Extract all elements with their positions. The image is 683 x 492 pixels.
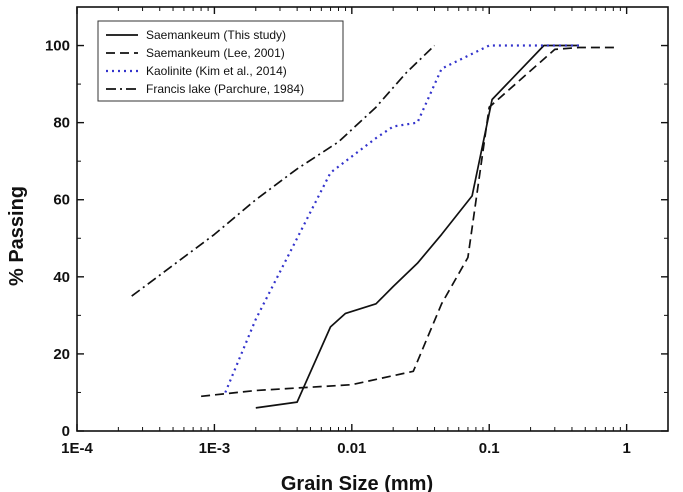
y-tick-label: 60 — [53, 192, 70, 209]
x-tick-label: 0.1 — [479, 440, 500, 457]
legend-label-2: Saemankeum (Lee, 2001) — [146, 46, 285, 60]
plot-lines — [131, 44, 617, 409]
plot-frame — [76, 6, 669, 432]
legend-label-1: Saemankeum (This study) — [146, 28, 286, 42]
axes: 0 20 40 60 80 100 1E-4 1E-3 0.01 0.1 1 — [45, 6, 669, 457]
legend-label-3: Kaolinite (Kim et al., 2014) — [146, 64, 287, 78]
series-line-1 — [255, 44, 579, 409]
y-tick-label: 20 — [53, 346, 70, 363]
y-tick-label: 0 — [62, 423, 70, 440]
legend-box — [97, 20, 344, 102]
y-tick-label: 100 — [45, 38, 70, 55]
x-tick-label: 1E-4 — [61, 440, 93, 457]
x-tick-label: 0.01 — [337, 440, 366, 457]
legend: Saemankeum (This study) Saemankeum (Lee, … — [97, 20, 344, 102]
series-line-2 — [201, 46, 617, 398]
y-axis-title: % Passing — [6, 186, 28, 286]
y-tick-label: 40 — [53, 269, 70, 286]
x-axis-title: Grain Size (mm) — [281, 473, 433, 492]
x-tick-label: 1E-3 — [199, 440, 231, 457]
series-line-4 — [131, 44, 436, 297]
x-tick-label: 1 — [622, 440, 630, 457]
y-tick-label: 80 — [53, 115, 70, 132]
legend-label-4: Francis lake (Parchure, 1984) — [146, 82, 304, 96]
